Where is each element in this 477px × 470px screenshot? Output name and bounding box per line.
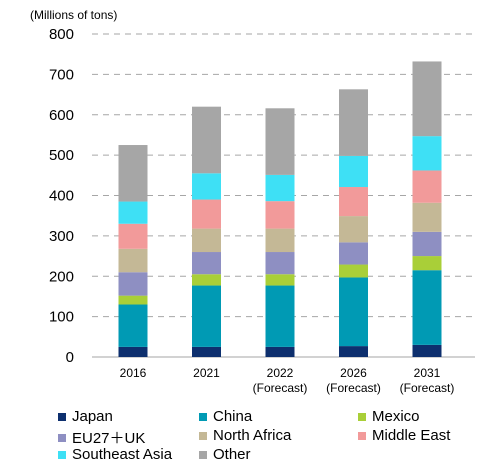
legend-swatch: [58, 433, 66, 442]
bar-segment: [192, 199, 221, 229]
legend-label: Mexico: [372, 408, 420, 425]
x-tick-sublabel: (Forecast): [326, 381, 381, 395]
bar-segment: [118, 201, 148, 224]
x-tick-label: 2022: [267, 366, 294, 380]
x-tick-label: 2021: [193, 366, 220, 380]
legend-item: Southeast Asia: [58, 446, 172, 463]
y-tick-label: 200: [49, 268, 74, 285]
legend-label: Southeast Asia: [72, 446, 173, 463]
bar-segment: [412, 270, 442, 345]
bar-segment: [265, 346, 295, 357]
y-tick-label: 300: [49, 228, 74, 245]
bar-segment: [118, 272, 148, 296]
bar-segment: [412, 170, 442, 203]
legend-label: Middle East: [372, 427, 451, 444]
bar-segment: [192, 106, 221, 174]
x-tick-label: 2016: [120, 366, 147, 380]
bar-segment: [192, 274, 221, 286]
bar-segment: [265, 201, 295, 229]
unit-label: (Millions of tons): [30, 8, 117, 22]
legend-item: North Africa: [199, 427, 291, 444]
bar-segment: [265, 285, 295, 347]
bar-segment: [192, 346, 221, 357]
y-tick-label: 700: [49, 66, 74, 83]
bar-segment: [118, 346, 148, 357]
bar-segment: [412, 231, 442, 257]
x-tick-label: 2031: [414, 366, 441, 380]
legend-item: EU27＋UK: [58, 427, 145, 448]
bar-segment: [192, 228, 221, 253]
legend-label: Japan: [72, 408, 113, 425]
y-tick-label: 0: [66, 349, 74, 366]
bar-segment: [265, 228, 295, 253]
bar-segment: [339, 277, 368, 347]
bar-segment: [192, 252, 221, 275]
y-tick-label: 500: [49, 147, 74, 164]
legend-swatch: [58, 450, 66, 459]
legend-item: Other: [199, 446, 251, 463]
y-tick-label: 400: [49, 188, 74, 205]
legend-label: Other: [213, 446, 251, 463]
legend-label: EU27＋UK: [72, 430, 146, 447]
bar-segment: [339, 155, 368, 188]
bar-segment: [265, 174, 295, 202]
bar-segment: [339, 264, 368, 278]
legend-swatch: [199, 450, 207, 459]
bar-segment: [265, 252, 295, 275]
bar-segment: [412, 344, 442, 357]
bar-segment: [118, 145, 148, 202]
legend-swatch: [199, 412, 207, 421]
bar-segment: [339, 187, 368, 217]
y-tick-label: 800: [49, 26, 74, 43]
legend-swatch: [358, 412, 366, 421]
bar-segment: [118, 223, 148, 249]
bar-segment: [412, 61, 442, 137]
legend-swatch: [199, 431, 207, 440]
legend-item: Middle East: [358, 427, 450, 444]
legend-label: China: [213, 408, 253, 425]
bar-segment: [339, 216, 368, 243]
bar-segment: [118, 304, 148, 347]
bar-segment: [412, 136, 442, 171]
legend-label: North Africa: [213, 427, 292, 444]
legend-item: Mexico: [358, 408, 420, 425]
bar-segment: [412, 202, 442, 232]
legend-item: Japan: [58, 408, 113, 425]
x-tick-sublabel: (Forecast): [400, 381, 455, 395]
legend-swatch: [358, 431, 366, 440]
bar-segment: [412, 256, 442, 271]
legend-swatch: [58, 412, 66, 421]
x-tick-label: 2026: [340, 366, 367, 380]
bar-segment: [339, 242, 368, 265]
bar-segment: [339, 346, 368, 357]
bar-segment: [192, 285, 221, 347]
bar-segment: [118, 295, 148, 305]
legend-item: China: [199, 408, 252, 425]
bar-segment: [265, 274, 295, 286]
x-tick-sublabel: (Forecast): [253, 381, 308, 395]
bar-segment: [192, 173, 221, 200]
bar-segment: [265, 108, 295, 175]
y-tick-label: 100: [49, 309, 74, 326]
bar-segment: [118, 248, 148, 273]
bar-segment: [339, 89, 368, 156]
y-tick-label: 600: [49, 107, 74, 124]
